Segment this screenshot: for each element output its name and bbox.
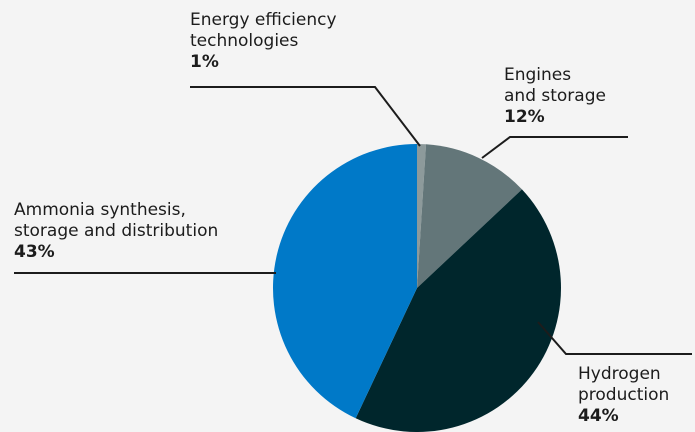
slice-value-engines-storage: 12% (504, 107, 545, 127)
leader-line-hydrogen-production (537, 321, 692, 355)
pie-slice-ammonia (272, 144, 417, 419)
pie-slice-hydrogen-production (355, 189, 561, 432)
pie-slices (272, 143, 561, 432)
slice-label-hydrogen-production: Hydrogen production (578, 364, 670, 405)
slice-label-energy-efficiency: Energy efficiency technologies (190, 10, 337, 51)
label-ammonia: Ammonia synthesis, storage and distribut… (14, 200, 218, 263)
pie-slice-engines-storage (417, 144, 522, 288)
slice-value-ammonia: 43% (14, 242, 55, 262)
leader-line-energy-efficiency (190, 86, 421, 147)
slice-label-ammonia: Ammonia synthesis, storage and distribut… (14, 200, 219, 241)
slice-value-hydrogen-production: 44% (578, 406, 619, 426)
slice-value-energy-efficiency: 1% (190, 52, 219, 72)
pie-slice-energy-efficiency (417, 143, 427, 288)
slice-label-engines-storage: Engines and storage (504, 65, 606, 106)
leader-line-engines-storage (481, 136, 628, 159)
label-energy-efficiency: Energy efficiency technologies 1% (190, 10, 337, 73)
leader-lines (14, 86, 692, 355)
label-engines-storage: Engines and storage 12% (504, 65, 606, 128)
label-hydrogen-production: Hydrogen production 44% (578, 364, 669, 427)
